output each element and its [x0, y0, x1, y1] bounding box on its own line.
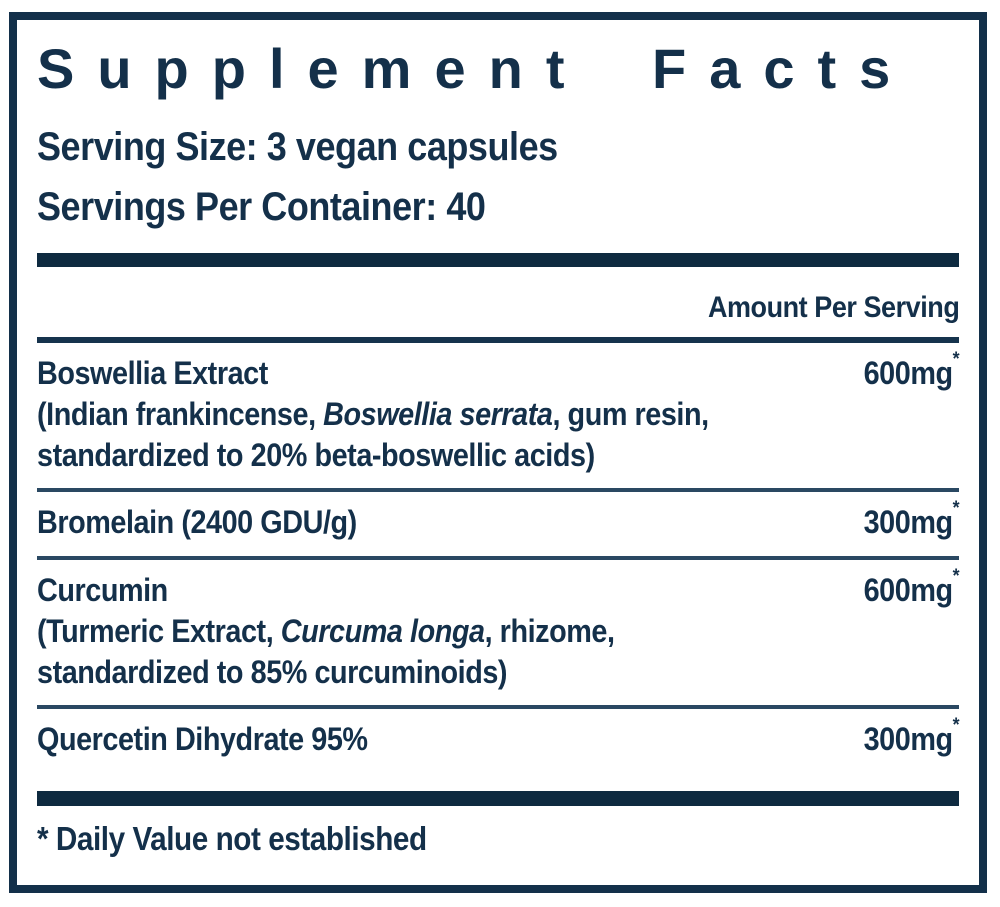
- daily-value-symbol: *: [952, 564, 960, 587]
- amount-per-serving-header: Amount Per Serving: [37, 291, 960, 325]
- ingredient-row-bromelain: Bromelain (2400 GDU/g) 300mg*: [37, 492, 959, 556]
- amount-value: 300mg: [863, 504, 953, 541]
- footnote-text: * Daily Value not established: [37, 820, 427, 857]
- row-divider: [37, 705, 959, 710]
- amount-per-serving-label: Amount Per Serving: [707, 291, 960, 324]
- ingredient-detail-line: (Indian frankincense, Boswellia serrata,…: [37, 396, 867, 434]
- ingredient-detail-line: standardized to 85% curcuminoids): [37, 653, 508, 690]
- thick-divider-bottom: [37, 791, 959, 806]
- servings-per-container: Servings Per Container: 40: [37, 185, 486, 229]
- detail-text: (Indian frankincense,: [37, 395, 324, 432]
- ingredient-amount: 300mg*: [863, 497, 960, 542]
- amount-value: 300mg: [863, 721, 953, 758]
- ingredient-row-top: Curcumin 600mg*: [37, 565, 960, 610]
- amount-value: 600mg: [863, 355, 953, 391]
- ingredient-name: Bromelain (2400 GDU/g): [37, 504, 357, 541]
- detail-text: (Turmeric Extract,: [37, 612, 281, 649]
- ingredient-name: Curcumin: [37, 572, 168, 608]
- ingredient-row-top: Bromelain (2400 GDU/g) 300mg*: [37, 497, 960, 542]
- ingredient-row-curcumin: Curcumin 600mg* (Turmeric Extract, Curcu…: [37, 560, 959, 705]
- serving-size: Serving Size: 3 vegan capsules: [37, 125, 558, 169]
- latin-name: Boswellia serrata: [323, 395, 553, 432]
- daily-value-symbol: *: [952, 347, 960, 370]
- ingredient-amount: 600mg*: [863, 565, 960, 610]
- supplement-facts-title: Supplement Facts: [37, 37, 914, 100]
- ingredient-name: Quercetin Dihydrate 95%: [37, 721, 368, 758]
- ingredient-detail-line: (Turmeric Extract, Curcuma longa, rhizom…: [37, 613, 867, 651]
- daily-value-symbol: *: [952, 497, 960, 520]
- ingredient-name: Boswellia Extract: [37, 355, 268, 391]
- ingredient-row-top: Quercetin Dihydrate 95% 300mg*: [37, 714, 960, 759]
- ingredient-detail-line: standardized to 20% beta-boswellic acids…: [37, 436, 595, 473]
- ingredient-row-top: Boswellia Extract 600mg*: [37, 348, 960, 393]
- amount-value: 600mg: [863, 572, 953, 608]
- supplement-facts-panel: Supplement Facts Serving Size: 3 vegan c…: [9, 12, 987, 893]
- header-rule: [37, 337, 959, 343]
- ingredient-row-boswellia: Boswellia Extract 600mg* (Indian frankin…: [37, 343, 959, 488]
- ingredient-amount: 300mg*: [863, 714, 960, 759]
- daily-value-symbol: *: [952, 714, 960, 737]
- ingredient-row-quercetin: Quercetin Dihydrate 95% 300mg*: [37, 709, 959, 773]
- footnote-daily-value: * Daily Value not established: [37, 820, 959, 858]
- detail-text: , gum resin,: [552, 395, 709, 432]
- latin-name: Curcuma longa: [280, 612, 485, 649]
- thick-divider-top: [37, 253, 959, 267]
- serving-info: Serving Size: 3 vegan capsules Servings …: [37, 117, 959, 237]
- detail-text: , rhizome,: [484, 612, 615, 649]
- ingredient-amount: 600mg*: [863, 348, 960, 393]
- row-divider: [37, 556, 959, 560]
- row-divider: [37, 488, 959, 493]
